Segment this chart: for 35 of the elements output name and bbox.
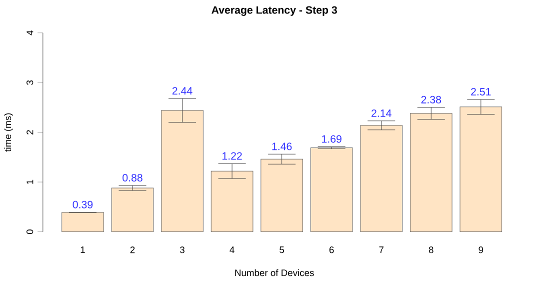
bar	[210, 170, 254, 232]
data-label: 2.38	[421, 96, 442, 104]
y-tick-label: 2	[26, 130, 34, 134]
bar	[111, 188, 154, 232]
y-axis-title: time (ms)	[4, 113, 13, 152]
x-tick-label: 9	[478, 246, 484, 253]
y-tick-label: 1	[26, 180, 34, 184]
bar	[460, 106, 502, 232]
x-tick-label: 2	[130, 246, 135, 253]
data-label: 2.44	[172, 86, 192, 94]
y-tick-label: 3	[26, 80, 34, 85]
bar	[260, 158, 303, 232]
bar	[360, 124, 403, 232]
x-tick-label: 6	[329, 246, 334, 253]
x-tick-label: 4	[230, 246, 234, 253]
data-label: 2.51	[471, 88, 491, 96]
bar	[62, 212, 104, 232]
x-axis-title: Number of Devices	[235, 269, 314, 276]
data-label: 1.46	[272, 142, 292, 150]
bar	[161, 110, 204, 232]
data-label: 0.88	[122, 174, 142, 182]
bar	[310, 147, 353, 232]
y-tick-label: 4	[26, 30, 34, 36]
x-tick-label: 7	[379, 246, 384, 253]
y-tick-label: 0	[26, 229, 34, 234]
x-tick-label: 1	[80, 246, 85, 253]
data-label: 0.39	[72, 200, 93, 208]
x-tick-label: 3	[180, 246, 184, 253]
x-tick-label: 8	[428, 246, 434, 253]
data-label: 1.69	[322, 134, 342, 143]
bar	[410, 112, 452, 232]
data-label: 2.14	[372, 109, 392, 117]
x-tick-label: 5	[280, 246, 284, 253]
data-label: 1.22	[222, 152, 242, 160]
chart-title: Average Latency - Step 3	[212, 6, 337, 16]
